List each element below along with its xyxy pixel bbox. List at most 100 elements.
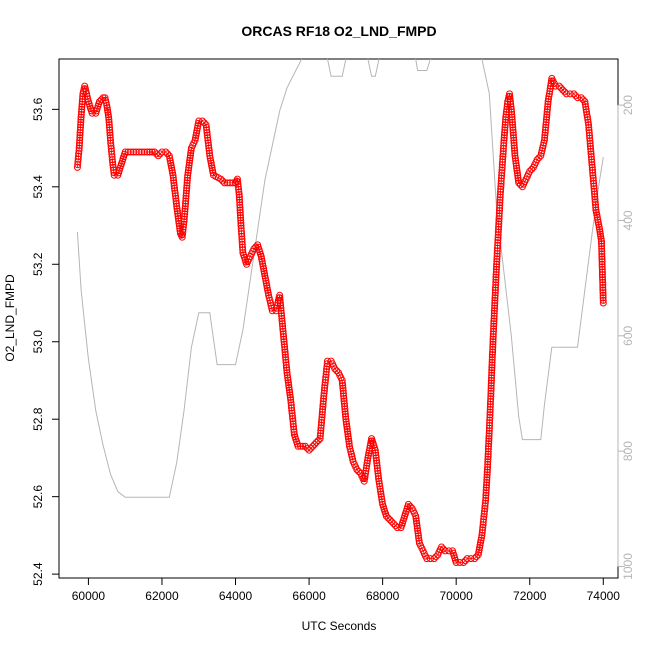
data-point-436 (348, 453, 356, 461)
data-point-235 (236, 206, 244, 214)
data-point-650 (490, 309, 498, 317)
data-point-751 (510, 136, 518, 144)
data-point-842 (586, 134, 594, 142)
data-point-488 (378, 498, 386, 506)
data-point-620 (487, 387, 495, 395)
data-point-733 (506, 90, 513, 98)
data-point-156 (182, 200, 189, 208)
data-point-335 (285, 386, 293, 394)
data-point-8 (75, 142, 83, 149)
data-point-371 (317, 427, 325, 435)
data-point-137 (175, 219, 183, 227)
data-point-64 (106, 126, 114, 134)
data-point-114 (167, 162, 175, 169)
data-point-198 (204, 136, 212, 144)
data-point-657 (491, 291, 499, 299)
data-point-865 (591, 195, 599, 203)
data-point-722 (501, 118, 509, 126)
data-point-441 (353, 466, 361, 474)
data-point-129 (172, 200, 180, 208)
data-point-888 (598, 253, 606, 260)
data-point-125 (171, 189, 179, 197)
data-point-6 (75, 147, 83, 155)
data-point-717 (500, 131, 508, 139)
data-point-348 (289, 420, 297, 428)
data-point-667 (492, 265, 500, 273)
data-point-661 (492, 281, 500, 289)
data-point-738 (507, 103, 515, 111)
data-point-905 (599, 296, 607, 304)
data-point-636 (489, 346, 497, 353)
data-point-592 (484, 460, 492, 468)
data-point-262 (250, 245, 258, 253)
data-point-318 (281, 343, 289, 351)
data-point-575 (481, 505, 489, 513)
x-tick-label-0: 60000 (72, 589, 106, 603)
data-point-844 (586, 140, 594, 147)
data-point-477 (374, 469, 382, 477)
data-point-672 (493, 252, 501, 260)
data-point-385 (320, 389, 328, 397)
data-point-122 (170, 182, 178, 189)
data-point-429 (345, 435, 352, 443)
data-point-606 (485, 424, 493, 432)
data-point-324 (282, 358, 290, 366)
data-point-7 (75, 144, 83, 152)
data-point-849 (587, 153, 595, 161)
data-point-673 (493, 250, 501, 258)
data-point-414 (340, 397, 348, 405)
data-point-77 (109, 161, 117, 169)
data-point-700 (497, 177, 505, 185)
data-point-744 (508, 118, 516, 126)
data-point-145 (179, 228, 187, 236)
data-point-707 (499, 158, 506, 166)
data-point-759 (512, 157, 520, 165)
data-point-863 (591, 190, 599, 198)
data-point-601 (485, 437, 493, 445)
data-point-190 (198, 117, 206, 125)
data-point-23 (78, 103, 86, 111)
data-point-473 (373, 459, 381, 467)
data-point-634 (488, 351, 496, 359)
data-point-306 (278, 312, 286, 320)
data-point-599 (485, 442, 492, 450)
plot-box (58, 58, 619, 579)
data-point-660 (492, 284, 499, 291)
data-point-656 (491, 294, 499, 302)
data-point-118 (169, 171, 177, 179)
data-point-701 (497, 174, 505, 182)
data-point-760 (512, 159, 520, 167)
data-point-148 (180, 220, 188, 228)
data-point-781 (533, 156, 541, 164)
data-point-299 (276, 294, 284, 302)
data-point-889 (598, 255, 606, 263)
data-point-366 (312, 438, 320, 446)
data-point-369 (316, 432, 324, 440)
data-point-565 (478, 531, 486, 539)
data-point-680 (494, 231, 502, 239)
data-point-62 (105, 121, 113, 129)
data-point-664 (492, 273, 500, 281)
data-point-452 (363, 462, 371, 470)
data-point-612 (486, 408, 494, 416)
data-point-419 (341, 410, 349, 418)
data-point-754 (510, 144, 518, 152)
data-point-790 (541, 134, 549, 142)
x-axis-label: UTC Seconds (302, 619, 377, 633)
data-point-549 (452, 559, 460, 566)
x-tick-label-2: 64000 (219, 589, 253, 603)
data-point-55 (103, 104, 111, 112)
data-point-786 (539, 144, 547, 152)
data-point-193 (202, 123, 210, 131)
data-point-594 (484, 455, 492, 463)
data-point-234 (236, 204, 244, 211)
data-point-595 (484, 453, 492, 461)
data-point-350 (290, 425, 298, 433)
data-point-746 (509, 123, 517, 131)
data-point-195 (203, 129, 211, 137)
chart-title: ORCAS RF18 O2_LND_FMPD (241, 23, 436, 39)
data-point-238 (237, 214, 245, 222)
data-point-511 (404, 500, 412, 508)
data-point-232 (236, 198, 244, 206)
data-point-401 (331, 365, 339, 373)
